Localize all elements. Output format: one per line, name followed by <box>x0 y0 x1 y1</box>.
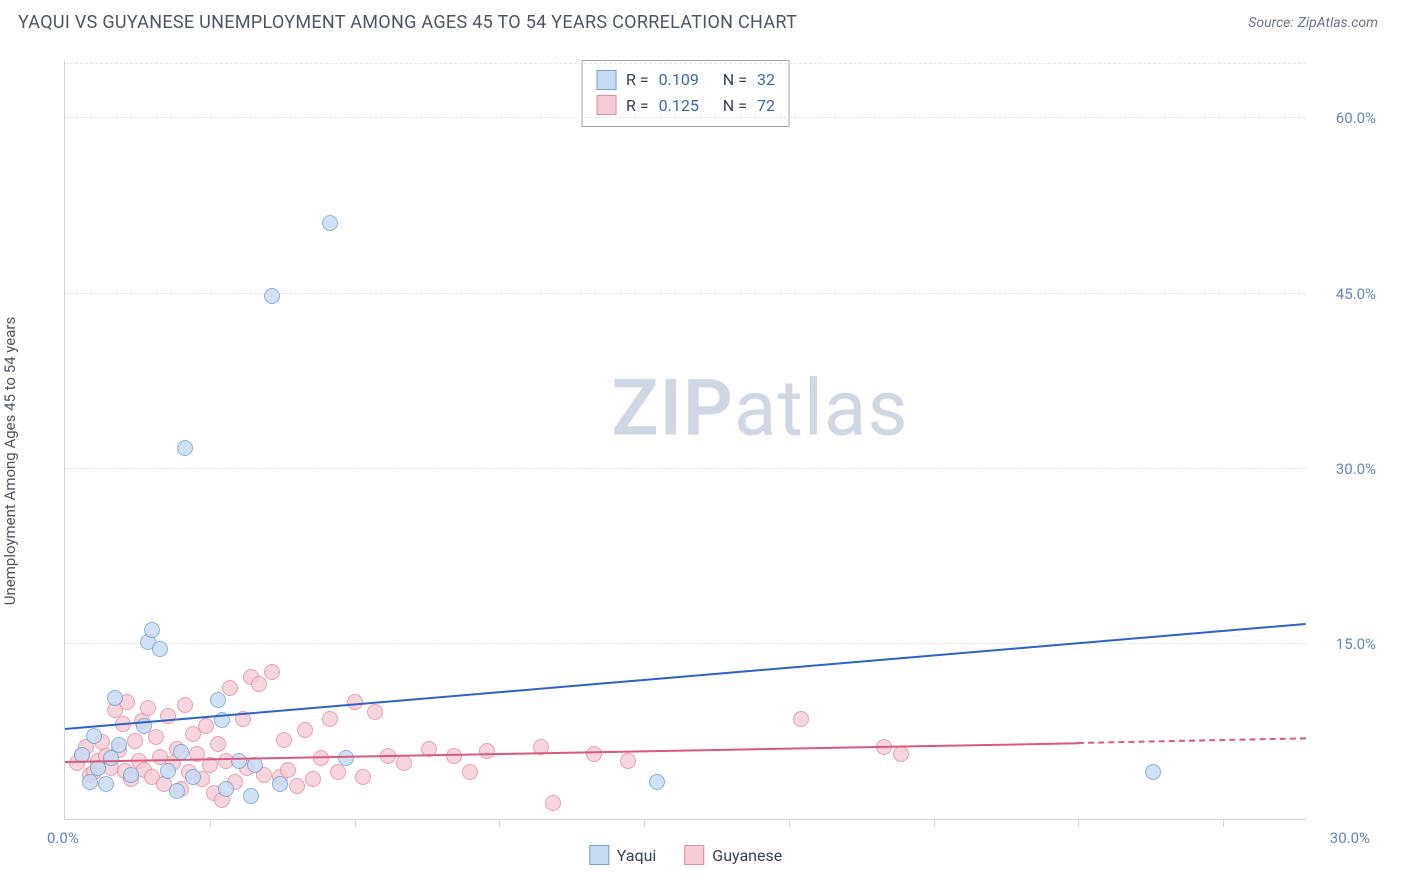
data-point <box>462 764 478 780</box>
data-point <box>649 774 665 790</box>
x-tick <box>1078 819 1079 827</box>
chart-title: YAQUI VS GUYANESE UNEMPLOYMENT AMONG AGE… <box>18 12 797 33</box>
data-point <box>198 718 214 734</box>
data-point <box>620 753 636 769</box>
data-point <box>123 767 139 783</box>
data-point <box>98 776 114 792</box>
y-axis-label: Unemployment Among Ages 45 to 54 years <box>1 317 19 605</box>
x-tick <box>934 819 935 827</box>
watermark: ZIPatlas <box>611 364 908 455</box>
data-point <box>264 664 280 680</box>
swatch-guyanese <box>596 95 616 115</box>
gridline <box>65 293 1306 294</box>
data-point <box>545 795 561 811</box>
n-value-yaqui: 32 <box>757 67 775 93</box>
data-point <box>297 722 313 738</box>
data-point <box>893 746 909 762</box>
watermark-bold: ZIP <box>611 364 734 455</box>
data-point <box>185 769 201 785</box>
trend-line <box>1078 737 1306 744</box>
x-origin-label: 0.0% <box>47 829 79 847</box>
data-point <box>86 728 102 744</box>
data-point <box>218 781 234 797</box>
data-point <box>355 769 371 785</box>
data-point <box>177 697 193 713</box>
gridline <box>65 468 1306 469</box>
data-point <box>152 641 168 657</box>
source-label: Source: <box>1248 15 1293 31</box>
x-tick <box>355 819 356 827</box>
data-point <box>210 736 226 752</box>
x-tick <box>644 819 645 827</box>
legend-item-yaqui: Yaqui <box>589 845 657 865</box>
r-value-yaqui: 0.109 <box>659 67 699 93</box>
data-point <box>82 774 98 790</box>
x-tick <box>499 819 500 827</box>
data-point <box>479 743 495 759</box>
data-point <box>111 737 127 753</box>
n-label: N = <box>723 67 747 93</box>
data-point <box>107 690 123 706</box>
data-point <box>160 708 176 724</box>
data-point <box>396 755 412 771</box>
n-value-guyanese: 72 <box>757 93 775 119</box>
legend-label-yaqui: Yaqui <box>617 846 657 865</box>
legend-swatch-guyanese <box>684 845 704 865</box>
data-point <box>160 763 176 779</box>
data-point <box>127 733 143 749</box>
data-point <box>305 771 321 787</box>
x-max-label: 30.0% <box>1330 829 1370 847</box>
data-point <box>140 700 156 716</box>
data-point <box>144 622 160 638</box>
data-point <box>322 711 338 727</box>
data-point <box>793 711 809 727</box>
n-label: N = <box>723 93 747 119</box>
data-point <box>231 753 247 769</box>
x-tick <box>1223 819 1224 827</box>
data-point <box>330 764 346 780</box>
data-point <box>264 288 280 304</box>
source-value: ZipAtlas.com <box>1298 15 1378 31</box>
data-point <box>169 783 185 799</box>
r-label: R = <box>626 93 649 119</box>
x-tick <box>210 819 211 827</box>
y-tick-label: 60.0% <box>1312 109 1376 127</box>
y-tick-label: 15.0% <box>1312 635 1376 653</box>
data-point <box>289 778 305 794</box>
info-row-guyanese: R = 0.125 N = 72 <box>596 93 775 119</box>
legend-swatch-yaqui <box>589 845 609 865</box>
swatch-yaqui <box>596 70 616 90</box>
info-row-yaqui: R = 0.109 N = 32 <box>596 67 775 93</box>
r-value-guyanese: 0.125 <box>659 93 699 119</box>
plot-region: ZIPatlas R = 0.109 N = 32 R = 0.125 N = … <box>64 60 1306 820</box>
data-point <box>210 692 226 708</box>
data-point <box>446 748 462 764</box>
gridline <box>65 643 1306 644</box>
data-point <box>272 776 288 792</box>
data-point <box>367 704 383 720</box>
data-point <box>338 750 354 766</box>
legend: Yaqui Guyanese <box>589 845 782 865</box>
data-point <box>251 676 267 692</box>
gridline <box>65 117 1306 118</box>
data-point <box>148 729 164 745</box>
source: Source: ZipAtlas.com <box>1248 12 1378 31</box>
data-point <box>243 788 259 804</box>
gridline <box>65 63 1306 64</box>
data-point <box>247 757 263 773</box>
data-point <box>586 746 602 762</box>
chart-area: Unemployment Among Ages 45 to 54 years Z… <box>18 50 1378 872</box>
y-tick-label: 30.0% <box>1312 460 1376 478</box>
r-label: R = <box>626 67 649 93</box>
y-tick-label: 45.0% <box>1312 285 1376 303</box>
data-point <box>1145 764 1161 780</box>
data-point <box>177 440 193 456</box>
legend-label-guyanese: Guyanese <box>712 846 782 865</box>
x-tick <box>789 819 790 827</box>
data-point <box>276 732 292 748</box>
legend-item-guyanese: Guyanese <box>684 845 782 865</box>
watermark-light: atlas <box>734 364 909 455</box>
data-point <box>222 680 238 696</box>
data-point <box>322 215 338 231</box>
